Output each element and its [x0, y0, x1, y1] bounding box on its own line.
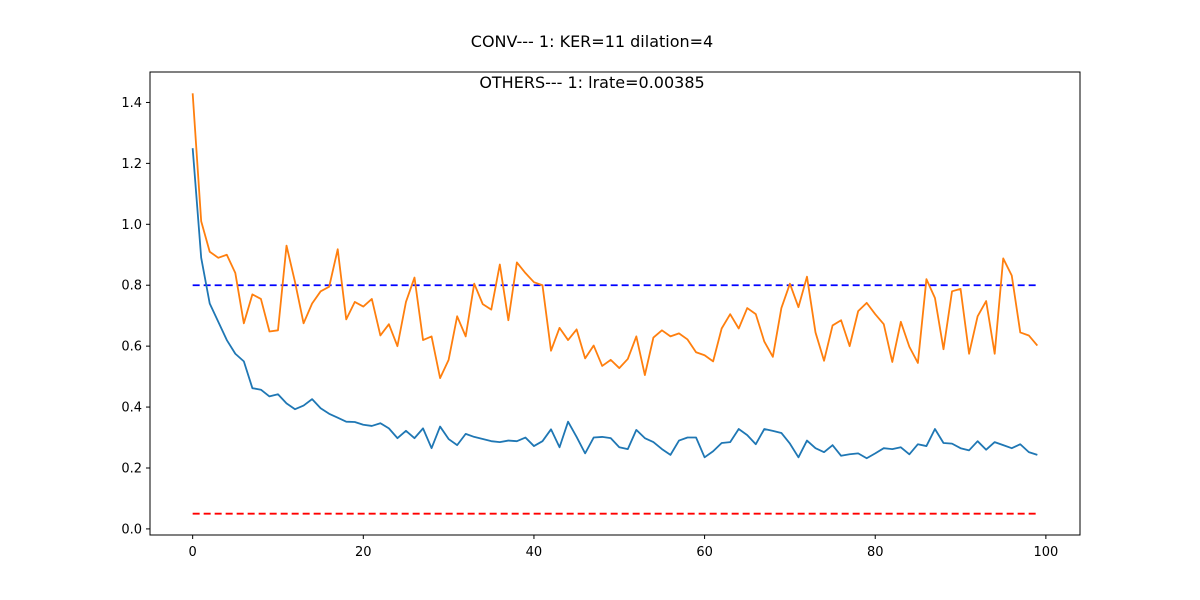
chart-title: CONV--- 1: KER=11 dilation=4: [471, 32, 713, 51]
y-tick-label: 1.4: [121, 96, 142, 111]
y-tick-label: 0.4: [121, 401, 142, 416]
x-tick-label: 80: [867, 545, 884, 560]
y-tick-label: 0.0: [121, 522, 142, 537]
x-tick-label: 100: [1033, 545, 1058, 560]
y-tick-label: 0.8: [121, 279, 142, 294]
y-axis: 0.0 0.2 0.4 0.6 0.8 1.0 1.2 1.4: [121, 96, 150, 537]
series-line-1: [191, 93, 1039, 380]
y-tick-label: 1.2: [121, 157, 142, 172]
series-line-0: [191, 148, 1038, 460]
series-lines: [191, 93, 1039, 460]
plot-area-frame: [149, 71, 1081, 536]
y-tick-label: 1.0: [121, 218, 142, 233]
x-tick-label: 40: [526, 545, 543, 560]
y-tick-label: 0.6: [121, 340, 142, 355]
x-tick-label: 20: [355, 545, 372, 560]
reference-lines: [192, 284, 1038, 515]
x-axis: 0 20 40 60 80 100: [189, 535, 1058, 560]
chart-subtitle: OTHERS--- 1: lrate=0.00385: [479, 73, 704, 92]
x-tick-label: 60: [696, 545, 713, 560]
y-tick-label: 0.2: [121, 461, 142, 476]
x-tick-label: 0: [189, 545, 197, 560]
